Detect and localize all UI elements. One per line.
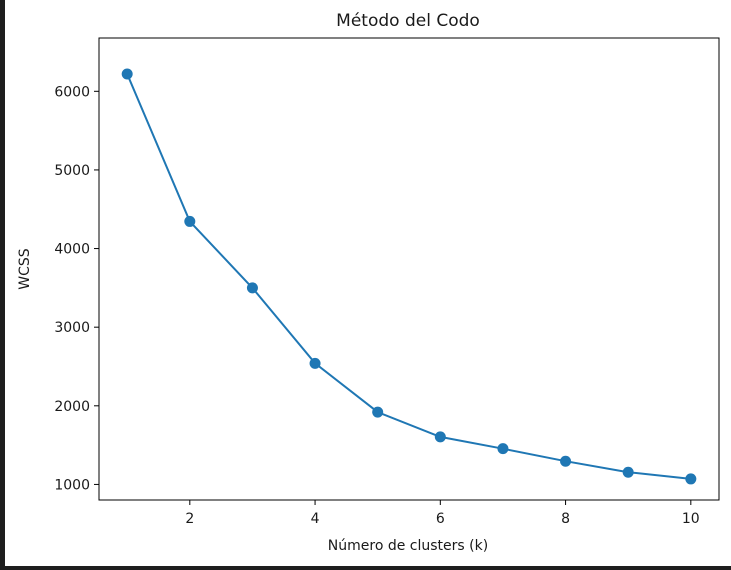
plot-area-border (98, 37, 720, 501)
data-point (184, 215, 196, 227)
chart-title: Método del Codo (336, 11, 480, 31)
data-point (246, 282, 258, 294)
y-tick-label: 3000 (54, 320, 90, 336)
elbow-chart: Método del Codo Número de clusters (k) W… (17, 11, 720, 554)
x-tick-label: 8 (561, 511, 570, 527)
y-tick-label: 5000 (54, 163, 90, 179)
data-point (372, 406, 384, 418)
x-tick-label: 2 (185, 511, 194, 527)
data-point (497, 443, 509, 455)
y-tick-label: 2000 (54, 399, 90, 415)
x-tick-label: 4 (311, 511, 320, 527)
data-point (560, 455, 572, 467)
x-tick-label: 6 (436, 511, 445, 527)
data-point (622, 466, 634, 478)
y-axis-label: WCSS (17, 248, 33, 290)
data-point (121, 68, 133, 80)
series-wcss (121, 68, 697, 485)
data-point (685, 473, 697, 485)
axis-ticks: 2 4 6 8 10 1000 2000 3000 4000 5000 6000 (54, 84, 699, 527)
y-tick-label: 4000 (54, 242, 90, 258)
data-point (309, 357, 321, 369)
x-tick-label: 10 (682, 511, 700, 527)
y-tick-label: 6000 (54, 84, 90, 100)
chart-frame: Método del Codo Número de clusters (k) W… (5, 0, 731, 566)
y-tick-label: 1000 (54, 477, 90, 493)
x-axis-label: Número de clusters (k) (328, 538, 488, 554)
series-line (126, 73, 691, 480)
data-point (434, 431, 446, 443)
